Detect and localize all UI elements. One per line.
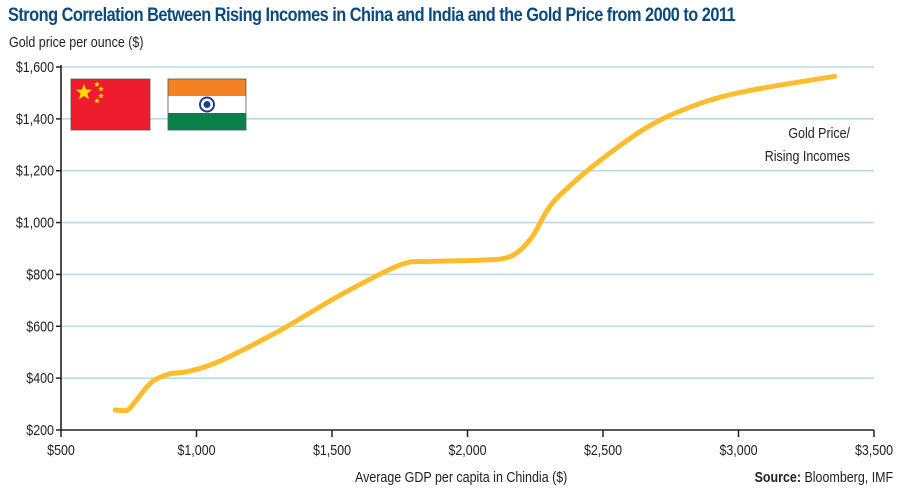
x-tick-label: $1,500 — [313, 442, 351, 458]
x-tick-label: $3,500 — [855, 442, 893, 458]
y-tick-label: $400 — [26, 370, 54, 386]
y-tick-label: $600 — [26, 318, 54, 334]
big-star-icon — [76, 84, 92, 100]
chart-title: Strong Correlation Between Rising Income… — [8, 5, 736, 26]
y-axis-title: Gold price per ounce ($) — [9, 35, 144, 51]
series-label-line-2: Rising Incomes — [765, 148, 850, 164]
y-tick-label: $1,200 — [16, 163, 54, 179]
source-note: Source: Bloomberg, IMF — [754, 470, 893, 486]
x-tick-label: $3,000 — [719, 442, 757, 458]
y-tick-label: $1,600 — [16, 59, 54, 75]
source-label: Source: — [754, 470, 801, 486]
x-axis-ticks: $500 $1,000 $1,500 $2,000 $2,500 $3,000 $3,500 — [47, 430, 893, 458]
y-tick-label: $1,400 — [16, 111, 54, 127]
india-flag-icon — [167, 78, 247, 131]
x-tick-label: $500 — [47, 442, 75, 458]
y-axis-ticks: $200 $400 $600 $800 $1,000 $1,200 $1,400 $1,600 — [16, 59, 61, 438]
x-tick-label: $2,500 — [584, 442, 622, 458]
y-tick-label: $800 — [26, 267, 54, 283]
x-tick-label: $1,000 — [177, 442, 215, 458]
y-tick-label: $1,000 — [16, 215, 54, 231]
x-tick-label: $2,000 — [448, 442, 486, 458]
source-text: Bloomberg, IMF — [800, 470, 893, 486]
y-tick-label: $200 — [26, 422, 54, 438]
gold-price-line — [112, 73, 838, 414]
series-label-line-1: Gold Price/ — [788, 125, 850, 141]
china-flag-icon — [70, 78, 151, 131]
x-axis-title: Average GDP per capita in Chindia ($) — [355, 470, 568, 486]
